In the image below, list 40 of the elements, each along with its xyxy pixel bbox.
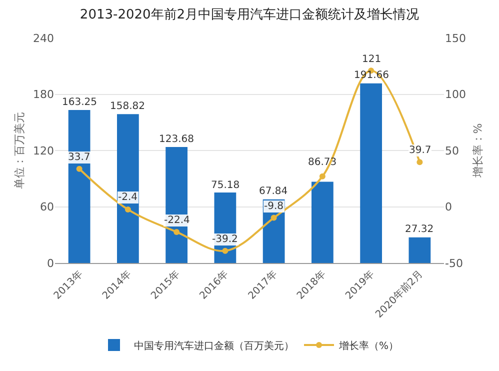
data-label: 121 bbox=[362, 54, 382, 65]
legend-label: 增长率（%） bbox=[338, 340, 399, 352]
data-label: 158.82 bbox=[110, 101, 145, 112]
bar bbox=[312, 182, 334, 263]
point bbox=[76, 166, 82, 172]
y-axis-title: 单位：百万美元 bbox=[13, 112, 26, 189]
y-tick-label: 120 bbox=[33, 144, 54, 158]
point bbox=[124, 206, 131, 212]
data-label: -22.4 bbox=[164, 215, 190, 226]
data-label: 67.84 bbox=[259, 186, 288, 197]
bar bbox=[68, 110, 90, 263]
y2-tick-label: 0 bbox=[445, 200, 452, 214]
legend-label: 中国专用汽车进口金额（百万美元） bbox=[134, 340, 294, 352]
y-tick-label: 60 bbox=[40, 200, 54, 214]
data-label: 39.7 bbox=[409, 145, 432, 156]
data-label: 123.68 bbox=[159, 134, 194, 145]
bar bbox=[360, 83, 382, 263]
y2-tick-label: 100 bbox=[445, 88, 466, 102]
data-label: 75.18 bbox=[211, 180, 240, 191]
bar bbox=[117, 114, 139, 263]
y-tick-label: 180 bbox=[33, 88, 54, 102]
data-label: -2.4 bbox=[118, 192, 138, 203]
point bbox=[319, 173, 326, 180]
data-label: -9.8 bbox=[264, 201, 284, 212]
y2-tick-label: 150 bbox=[445, 32, 466, 45]
chart-title: 2013-2020年前2月中国专用汽车进口金额统计及增长情况 bbox=[80, 7, 420, 22]
point bbox=[174, 228, 180, 235]
point bbox=[222, 248, 228, 254]
y-tick-label: 240 bbox=[33, 32, 54, 45]
data-label: 33.7 bbox=[68, 152, 90, 163]
point bbox=[270, 214, 277, 221]
data-label: 163.25 bbox=[62, 97, 97, 108]
data-label: -39.2 bbox=[212, 234, 238, 245]
y-tick-label: 0 bbox=[47, 256, 54, 270]
data-label: 27.32 bbox=[405, 224, 434, 235]
bar bbox=[408, 237, 431, 263]
point bbox=[416, 159, 423, 166]
y2-tick-label: 50 bbox=[445, 144, 459, 158]
y2-tick-label: -50 bbox=[445, 256, 463, 270]
y2-axis-title: 增长率：% bbox=[472, 123, 484, 179]
